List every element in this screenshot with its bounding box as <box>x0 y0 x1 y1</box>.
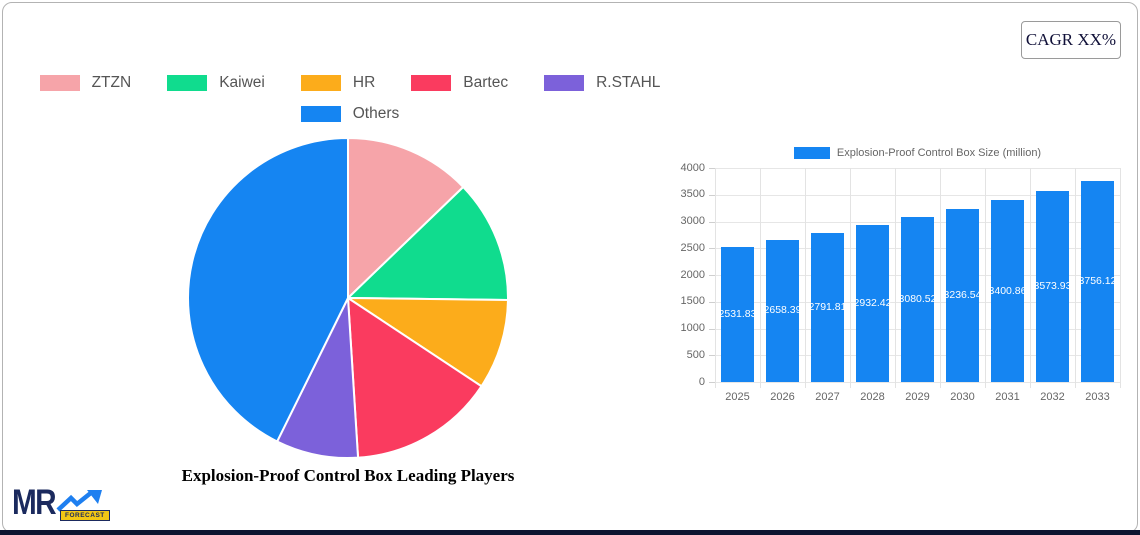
grid-line-vertical <box>1075 168 1076 388</box>
bar-2030 <box>946 208 979 382</box>
x-axis-tick-label: 2028 <box>860 391 885 403</box>
y-tick-mark <box>709 221 715 223</box>
pie-chart <box>187 137 509 459</box>
legend-swatch <box>300 75 341 91</box>
grid-line-horizontal <box>715 382 1120 383</box>
x-axis-tick-label: 2030 <box>950 391 975 403</box>
bar-value-label: 3080.52 <box>898 293 937 306</box>
bar-2029 <box>901 217 934 382</box>
legend-label: HR <box>352 74 376 91</box>
pie-slice-hr <box>347 297 509 388</box>
bar-2026 <box>766 239 799 382</box>
y-axis-tick-label: 3500 <box>680 188 705 201</box>
x-axis-tick-label: 2029 <box>905 391 930 403</box>
legend-row: ZTZN Kaiwei HR Bartec R.STAHL <box>39 74 660 92</box>
y-axis-tick-label: 3000 <box>680 215 705 227</box>
grid-line-vertical <box>940 168 941 388</box>
legend-item-ztzn[interactable]: ZTZN <box>39 74 132 92</box>
bar-series-label: Explosion-Proof Control Box Size (millio… <box>836 147 1042 159</box>
legend-item-bartec[interactable]: Bartec <box>411 74 508 92</box>
logo-forecast-badge: FORECAST <box>60 510 110 521</box>
bar-value-label: 2658.39 <box>763 304 802 317</box>
x-axis-tick-label: 2027 <box>815 391 840 403</box>
bar-value-label: 2932.42 <box>853 297 892 310</box>
grid-line-vertical <box>1120 168 1121 388</box>
y-axis-tick-label: 1000 <box>680 322 705 334</box>
legend-swatch <box>39 75 80 91</box>
y-axis-tick-label: 2000 <box>680 268 705 281</box>
bar-2032 <box>1036 190 1069 382</box>
bar-2027 <box>811 232 844 382</box>
x-axis-tick-label: 2031 <box>995 391 1020 403</box>
y-axis-tick-label: 0 <box>698 375 705 388</box>
y-axis-tick-label: 500 <box>686 348 705 361</box>
bar-value-label: 3756.12 <box>1078 275 1117 287</box>
bar-2025 <box>721 246 754 382</box>
legend-item-kaiwei[interactable]: Kaiwei <box>167 74 265 92</box>
logo-trend-arrow-icon <box>56 490 102 512</box>
legend-label: Others <box>352 105 400 122</box>
bar-value-label: 3236.54 <box>943 288 982 301</box>
y-axis-tick-label: 2500 <box>680 241 705 254</box>
grid-line-horizontal <box>715 194 1120 196</box>
grid-line-vertical <box>850 168 851 388</box>
bar-2031 <box>991 200 1024 382</box>
logo-mr-text: MR <box>12 483 57 522</box>
bottom-accent-bar <box>0 530 1140 535</box>
bar-2028 <box>856 225 889 382</box>
y-axis-tick-label: 1500 <box>680 295 705 308</box>
y-tick-mark <box>709 355 715 357</box>
pie-slice-kaiwei <box>347 186 509 302</box>
legend-label: Kaiwei <box>219 74 265 91</box>
bar-value-label: 2791.81 <box>808 300 847 313</box>
y-tick-mark <box>709 301 715 303</box>
legend-item-hr[interactable]: HR <box>300 74 376 92</box>
legend-row: Others <box>300 105 400 123</box>
grid-line-horizontal <box>715 168 1120 169</box>
legend-swatch <box>544 75 585 91</box>
grid-line-vertical <box>760 168 761 388</box>
bar-value-label: 3573.93 <box>1033 279 1072 292</box>
y-tick-mark <box>709 168 715 169</box>
legend-swatch <box>167 75 208 91</box>
y-tick-mark <box>709 275 715 276</box>
grid-line-vertical <box>895 168 896 388</box>
mrforecast-logo[interactable]: MR FORECAST <box>12 483 122 527</box>
bar-series-swatch <box>793 147 830 159</box>
x-axis-tick-label: 2025 <box>725 391 750 403</box>
grid-line-vertical <box>985 168 986 388</box>
legend-label: ZTZN <box>91 74 132 91</box>
bar-chart-legend[interactable]: Explosion-Proof Control Box Size (millio… <box>715 147 1120 159</box>
bar-value-label: 3400.86 <box>988 284 1027 297</box>
y-tick-mark <box>709 248 715 250</box>
pie-slice-bartec <box>347 297 483 459</box>
bar-2033 <box>1081 181 1114 382</box>
legend-swatch <box>411 75 452 91</box>
pie-title: Explosion-Proof Control Box Leading Play… <box>181 466 515 485</box>
x-axis-tick-label: 2026 <box>770 391 795 403</box>
legend-label: Bartec <box>463 74 509 91</box>
pie-slice-others <box>187 137 349 443</box>
x-axis-tick-label: 2032 <box>1040 391 1065 403</box>
y-tick-mark <box>709 328 715 330</box>
grid-line-vertical <box>805 168 806 388</box>
y-axis-tick-label: 4000 <box>680 161 705 174</box>
cagr-badge[interactable]: CAGR XX% <box>1021 21 1121 59</box>
legend-item-r-stahl[interactable]: R.STAHL <box>544 74 660 92</box>
grid-line-vertical <box>715 168 716 388</box>
legend-swatch <box>300 106 341 122</box>
legend-item-others[interactable]: Others <box>300 105 400 123</box>
grid-line-vertical <box>1030 168 1031 388</box>
y-tick-mark <box>709 382 715 383</box>
pie-slice-ztzn <box>347 137 465 299</box>
pie-legend: ZTZN Kaiwei HR Bartec R.STAHL Others <box>0 74 700 123</box>
legend-label: R.STAHL <box>596 74 661 91</box>
bar-value-label: 2531.83 <box>718 307 757 320</box>
y-tick-mark <box>709 194 715 196</box>
x-axis-tick-label: 2033 <box>1085 391 1110 403</box>
